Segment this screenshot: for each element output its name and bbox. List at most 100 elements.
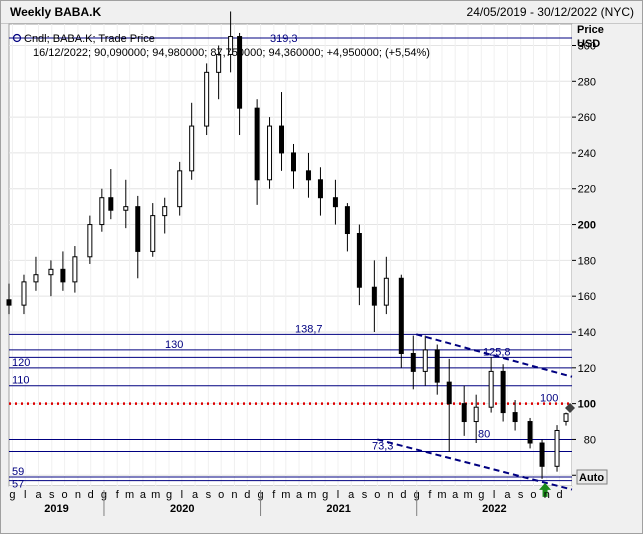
candle-body: [563, 413, 569, 422]
x-month-label: m: [463, 489, 472, 501]
candle-body: [177, 170, 183, 208]
x-month-label: n: [75, 489, 81, 501]
x-month-label: l: [337, 489, 339, 501]
y-tick-label: 120: [578, 363, 596, 375]
x-month-label: m: [307, 489, 316, 501]
level-label: 73,3: [372, 440, 393, 452]
level-label: 125,8: [483, 346, 511, 358]
candle-body: [108, 197, 114, 211]
candle-body: [72, 256, 78, 283]
candle-body: [279, 125, 285, 154]
x-month-label: s: [362, 489, 368, 501]
y-tick-label: 200: [578, 220, 596, 232]
x-month-label: d: [88, 489, 94, 501]
auto-scale-button[interactable]: [576, 469, 608, 485]
candle-body: [254, 107, 260, 181]
level-label: 120: [12, 357, 30, 369]
x-month-label: o: [374, 489, 380, 501]
x-month-label: m: [151, 489, 160, 501]
x-year-label: 2019: [44, 503, 68, 515]
x-month-label: m: [281, 489, 290, 501]
auto-scale-label: Auto: [579, 472, 604, 484]
x-month-label: l: [24, 489, 26, 501]
x-month-label: d: [400, 489, 406, 501]
y-tick-label: 280: [578, 76, 596, 88]
candle-body: [60, 268, 66, 283]
x-year-label: 2022: [482, 503, 506, 515]
level-label: 130: [165, 339, 183, 351]
x-month-label: a: [296, 489, 303, 501]
y-tick-label: 300: [578, 40, 596, 52]
y-tick-label: 160: [578, 291, 596, 303]
x-month-label: g: [9, 489, 15, 501]
candle-body: [123, 206, 129, 211]
candle-body: [290, 152, 296, 172]
plot-area[interactable]: [8, 23, 573, 487]
trend-line: [416, 333, 573, 378]
candle-body: [267, 125, 273, 181]
candle-body: [228, 36, 234, 55]
level-label: 57: [12, 479, 24, 491]
x-month-label: f: [272, 489, 276, 501]
price-axis-panel[interactable]: [572, 24, 641, 486]
candle-body: [356, 233, 362, 288]
x-year-label: 2021: [326, 503, 350, 515]
x-month-label: a: [140, 489, 147, 501]
legend-ohlc-line: 16/12/2022; 90,090000; 94,980000; 87,750…: [33, 47, 430, 59]
x-month-label: a: [348, 489, 355, 501]
candle-body: [6, 299, 12, 306]
x-month-label: a: [504, 489, 511, 501]
x-month-label: o: [62, 489, 68, 501]
candle-body: [512, 412, 518, 423]
x-month-label: f: [428, 489, 432, 501]
time-axis-panel[interactable]: [9, 486, 572, 532]
currency-label: USD: [577, 38, 600, 50]
x-month-label: s: [49, 489, 55, 501]
level-label: 138,7: [295, 323, 323, 335]
y-tick-label: 220: [578, 184, 596, 196]
candle-body: [434, 349, 440, 383]
candle-body: [135, 206, 141, 252]
price-axis-title: Price: [577, 24, 604, 36]
x-month-label: s: [206, 489, 212, 501]
last-price-marker: [565, 403, 575, 413]
x-month-label: m: [125, 489, 134, 501]
y-tick-label: 140: [578, 327, 596, 339]
candle-body: [99, 197, 105, 226]
trend-line: [377, 438, 573, 491]
y-tick-label: 180: [578, 255, 596, 267]
x-month-label: a: [35, 489, 42, 501]
x-month-label: l: [493, 489, 495, 501]
candles: [6, 11, 569, 479]
candle-body: [422, 349, 428, 372]
x-month-label: a: [192, 489, 199, 501]
candle-body: [150, 215, 156, 252]
candle-body: [237, 36, 243, 109]
x-year-label: 2020: [170, 503, 194, 515]
x-month-label: s: [518, 489, 524, 501]
x-month-label: o: [218, 489, 224, 501]
x-month-label: n: [544, 489, 550, 501]
x-month-label: g: [478, 489, 484, 501]
legend-series-icon: [12, 33, 22, 43]
candle-body: [554, 429, 560, 467]
candle-body: [87, 224, 93, 258]
x-month-label: a: [452, 489, 459, 501]
y-tick-label: 100: [578, 399, 596, 411]
level-label: 80: [478, 428, 490, 440]
candle-body: [189, 125, 195, 172]
trend-lines: [377, 333, 573, 497]
candle-body: [473, 406, 479, 423]
level-label: 59: [12, 466, 24, 478]
candle-body: [344, 206, 350, 235]
candle-body: [216, 53, 222, 73]
arrow-up-marker: [539, 482, 552, 497]
level-label: 100: [540, 393, 558, 405]
x-month-label: g: [166, 489, 172, 501]
level-label: 110: [12, 375, 30, 387]
candle-body: [305, 170, 311, 181]
x-month-label: m: [437, 489, 446, 501]
x-axis: glasondgfmamglasondgfmamglasondgfmamglas…: [9, 489, 563, 516]
